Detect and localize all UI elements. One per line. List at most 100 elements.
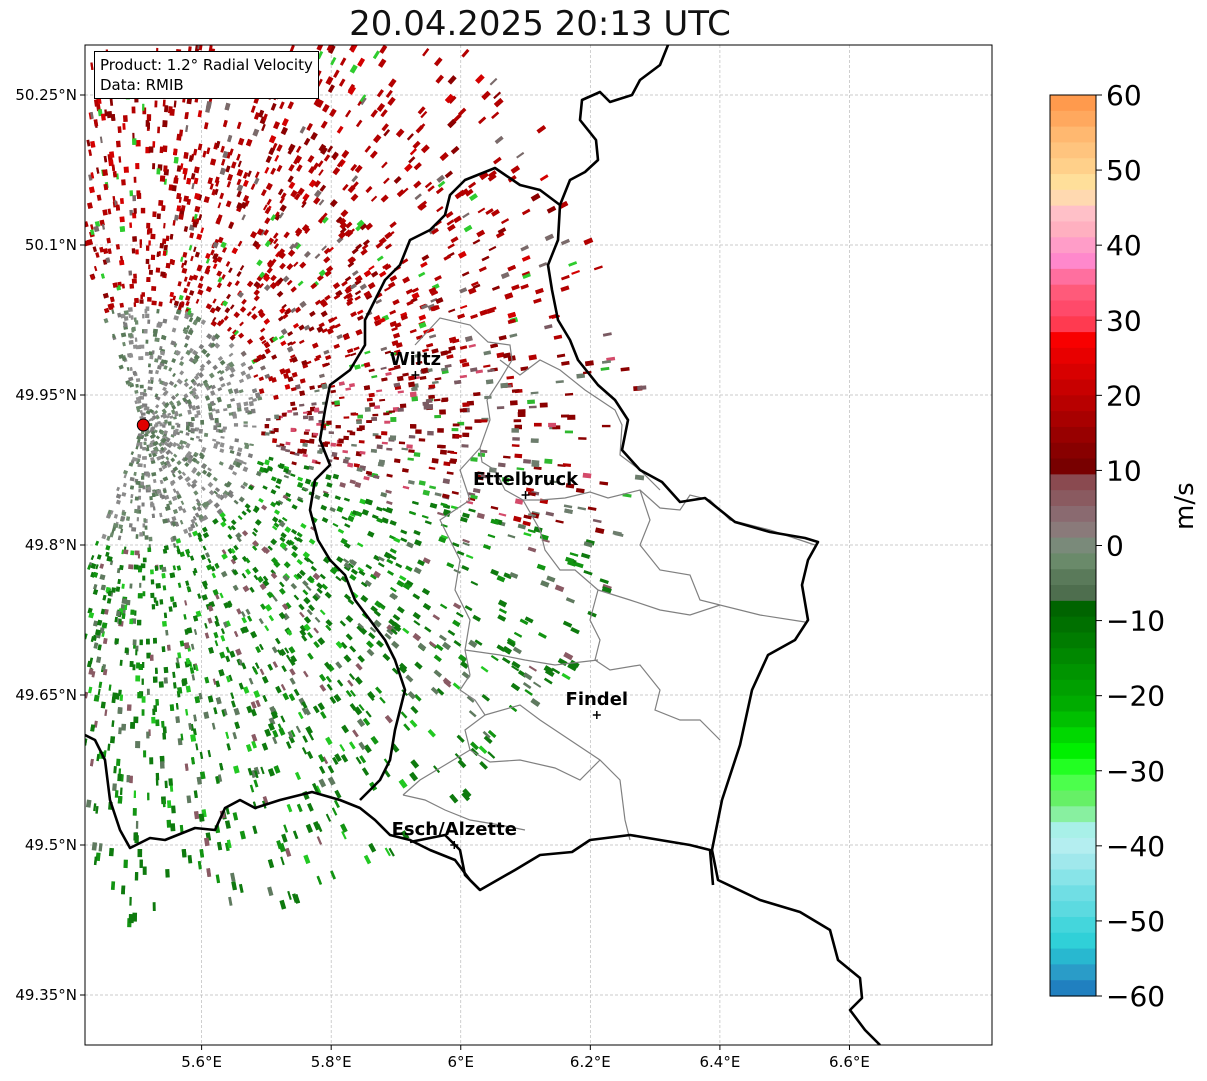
echo-pixel [92,246,97,253]
echo-pixel [375,686,383,694]
echo-pixel [226,326,233,332]
echo-pixel [381,123,389,132]
echo-pixel [546,205,557,214]
y-tick-label: 50.25°N [15,86,77,104]
echo-pixel [165,629,169,636]
echo-pixel [544,458,553,465]
echo-pixel [453,568,461,574]
echo-pixel [95,252,100,258]
echo-pixel [228,267,233,274]
echo-pixel [325,813,332,822]
echo-pixel [297,187,305,196]
echo-pixel [313,97,320,106]
echo-pixel [126,704,132,711]
echo-pixel [293,574,300,581]
echo-pixel [407,691,417,700]
echo-pixel [172,372,176,378]
echo-pixel [143,437,147,442]
echo-pixel [118,727,122,735]
echo-pixel [230,692,235,700]
echo-pixel [147,319,151,324]
echo-pixel [171,404,177,410]
echo-pixel [496,575,506,583]
velocity-echo-layer [85,45,647,928]
echo-pixel [296,164,303,172]
echo-pixel [395,342,403,349]
echo-pixel [409,511,417,516]
echo-pixel [294,193,301,201]
echo-pixel [291,551,298,559]
echo-pixel [178,213,184,220]
echo-pixel [439,449,447,455]
echo-pixel [127,307,133,313]
echo-pixel [474,419,482,423]
echo-pixel [204,676,210,684]
echo-pixel [159,242,165,249]
echo-pixel [387,570,395,576]
echo-pixel [289,677,296,685]
echo-pixel [517,411,526,417]
echo-pixel [252,425,257,428]
echo-pixel [279,899,287,910]
echo-pixel [323,349,330,355]
echo-pixel [174,393,180,398]
echo-pixel [135,445,139,450]
echo-pixel [391,326,398,332]
echo-pixel [106,110,113,119]
echo-pixel [314,494,321,501]
echo-pixel [357,566,365,573]
echo-pixel [539,174,549,182]
echo-pixel [448,308,456,313]
echo-pixel [360,594,369,603]
echo-pixel [199,363,206,370]
echo-pixel [123,549,129,555]
echo-pixel [191,405,197,411]
echo-pixel [389,519,397,526]
echo-pixel [199,275,204,282]
echo-pixel [340,209,349,218]
echo-pixel [276,290,284,298]
echo-pixel [230,872,236,882]
echo-pixel [231,881,238,891]
echo-pixel [249,443,254,447]
echo-pixel [156,455,162,461]
echo-pixel [301,448,307,455]
echo-pixel [349,574,357,581]
echo-pixel [314,253,321,260]
echo-pixel [152,141,156,148]
echo-pixel [119,694,124,701]
echo-pixel [128,564,134,570]
echo-pixel [420,261,428,268]
echo-pixel [381,441,388,445]
echo-pixel [175,422,179,425]
echo-pixel [137,505,141,510]
echo-pixel [216,282,223,289]
echo-pixel [173,315,180,321]
echo-pixel [285,448,291,453]
echo-pixel [242,686,250,694]
echo-pixel [146,688,150,695]
echo-pixel [290,427,296,432]
echo-pixel [482,730,491,739]
echo-pixel [349,45,357,52]
echo-pixel [137,458,140,463]
echo-pixel [308,538,316,545]
echo-pixel [367,530,375,538]
echo-pixel [135,249,139,255]
echo-pixel [176,565,182,571]
echo-pixel [112,171,117,178]
echo-pixel [406,444,413,449]
echo-pixel [432,614,441,621]
echo-pixel [121,774,124,782]
echo-pixel [154,667,158,674]
echo-pixel [158,467,163,472]
echo-pixel [318,322,325,328]
echo-pixel [575,487,585,494]
echo-pixel [606,356,616,362]
echo-pixel [270,102,277,111]
echo-pixel [351,175,359,183]
echo-pixel [161,205,166,212]
echo-pixel [584,360,594,367]
echo-pixel [318,373,325,379]
